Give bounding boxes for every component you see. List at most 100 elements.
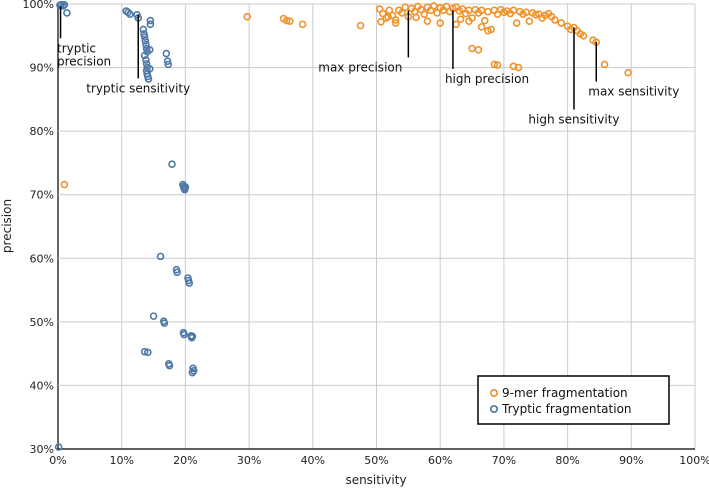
data-point	[286, 17, 294, 25]
data-point	[59, 2, 67, 10]
data-point	[181, 183, 190, 191]
y-tick-label: 50%	[30, 316, 54, 329]
data-point	[173, 268, 181, 277]
data-point	[377, 17, 385, 26]
y-tick-label: 70%	[30, 189, 54, 202]
y-tick-label: 30%	[30, 443, 54, 456]
data-point	[163, 57, 172, 66]
data-point	[456, 15, 465, 24]
legend-marker-9mer	[489, 388, 499, 398]
y-tick-label: 40%	[30, 379, 54, 392]
series-tryptic	[54, 0, 198, 451]
data-point	[433, 9, 441, 17]
data-point	[512, 19, 521, 27]
annotation-label: max sensitivity	[588, 85, 679, 99]
annotation-label: high precision	[445, 72, 529, 86]
data-point	[140, 33, 149, 41]
x-tick-label: 10%	[109, 454, 133, 467]
annotation-label: max precision	[318, 60, 402, 74]
data-point	[168, 160, 176, 168]
data-point	[180, 330, 188, 339]
data-point	[430, 2, 438, 10]
data-point	[442, 2, 451, 11]
data-point	[474, 45, 483, 54]
data-point	[490, 60, 499, 69]
legend: 9-mer fragmentation Tryptic fragmentatio…	[477, 375, 670, 425]
data-point	[356, 21, 365, 30]
data-point	[141, 37, 150, 45]
data-point	[185, 279, 194, 287]
data-point	[188, 368, 197, 377]
data-point	[525, 17, 534, 25]
x-tick-label: 70%	[492, 454, 516, 467]
data-point	[391, 16, 400, 24]
data-point	[146, 16, 155, 25]
data-point	[452, 20, 460, 29]
x-tick-label: 90%	[619, 454, 643, 467]
axis-ticks: 0% 10% 20% 30% 40% 50% 60% 70% 80% 90% 100% 30% 40% 5…	[23, 0, 709, 467]
data-point	[156, 252, 165, 261]
annotation-label: high sensitivity	[528, 113, 619, 127]
data-point	[140, 347, 149, 356]
data-point	[298, 20, 307, 29]
legend-marker-tryptic	[489, 404, 499, 414]
data-point	[579, 31, 588, 40]
data-point	[149, 312, 158, 320]
data-point	[60, 0, 69, 9]
x-tick-label: 50%	[364, 454, 388, 467]
data-point	[484, 7, 492, 16]
data-point	[514, 63, 523, 72]
data-point	[188, 332, 197, 341]
x-tick-label: 60%	[428, 454, 452, 467]
data-point	[282, 16, 291, 25]
data-point	[531, 11, 540, 19]
legend-label-9mer: 9-mer fragmentation	[502, 386, 628, 400]
data-point	[398, 9, 406, 17]
data-point	[412, 13, 420, 22]
data-point	[391, 19, 400, 27]
data-point	[484, 26, 492, 35]
annotation-label: precision	[57, 54, 111, 68]
x-tick-label: 40%	[301, 454, 325, 467]
data-point	[164, 60, 173, 69]
x-tick-label: 100%	[679, 454, 709, 467]
x-tick-label: 80%	[555, 454, 579, 467]
data-point	[600, 60, 609, 69]
y-tick-label: 80%	[30, 125, 54, 138]
data-point	[124, 8, 132, 17]
series-9mer	[60, 2, 632, 189]
annotation-label: tryptic sensitivity	[86, 81, 190, 95]
legend-box	[477, 375, 670, 425]
annotation-label: tryptic	[57, 41, 96, 55]
data-point	[162, 49, 171, 58]
data-point	[60, 180, 69, 189]
data-point	[465, 17, 473, 25]
data-point	[551, 16, 559, 24]
data-point	[140, 30, 148, 38]
data-points	[54, 0, 632, 451]
y-tick-label: 90%	[30, 62, 54, 75]
data-point	[142, 40, 150, 49]
data-point	[624, 68, 632, 77]
data-point	[468, 44, 476, 53]
data-point	[144, 75, 153, 83]
data-point	[146, 20, 155, 29]
data-point	[142, 56, 150, 64]
data-point	[145, 65, 154, 73]
data-point	[126, 10, 134, 18]
data-point	[160, 319, 169, 327]
data-point	[384, 12, 392, 21]
data-point	[436, 19, 445, 27]
data-point	[63, 9, 71, 17]
data-point	[557, 19, 566, 27]
legend-label-tryptic: Tryptic fragmentation	[501, 402, 632, 416]
data-point	[423, 17, 432, 25]
x-tick-label: 30%	[237, 454, 261, 467]
data-point	[54, 443, 63, 451]
x-tick-label: 0%	[49, 454, 66, 467]
x-axis-label: sensitivity	[345, 473, 406, 487]
data-point	[145, 45, 154, 54]
data-point	[477, 23, 486, 31]
